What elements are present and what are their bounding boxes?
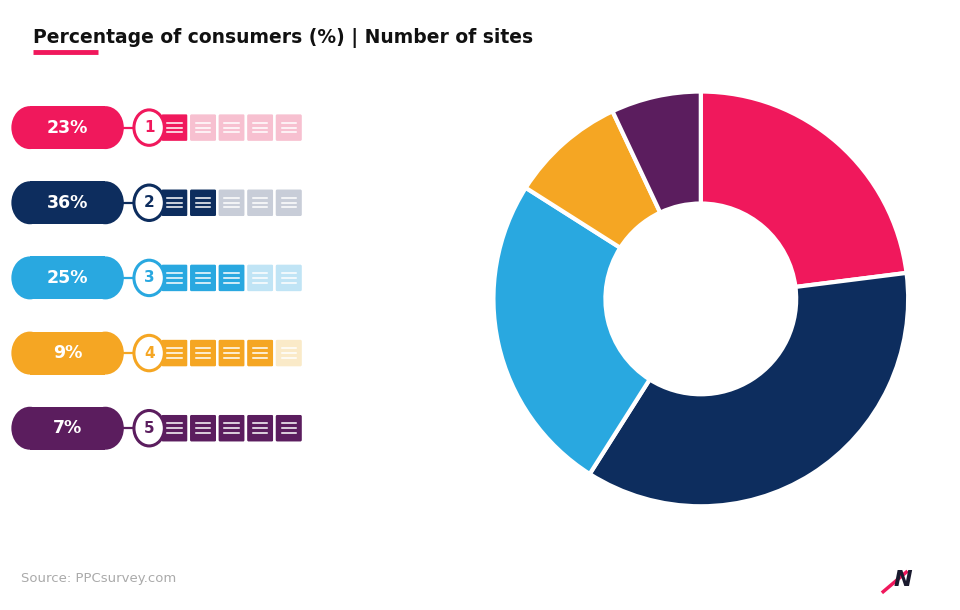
Text: 5: 5: [144, 421, 155, 436]
FancyBboxPatch shape: [189, 113, 217, 142]
Text: 4: 4: [144, 346, 155, 361]
Bar: [30, 106, 106, 149]
Circle shape: [134, 185, 164, 220]
Ellipse shape: [87, 256, 124, 300]
FancyBboxPatch shape: [275, 264, 303, 292]
Ellipse shape: [87, 407, 124, 450]
Ellipse shape: [87, 181, 124, 224]
Ellipse shape: [87, 332, 124, 375]
Circle shape: [134, 110, 164, 145]
Wedge shape: [589, 273, 908, 506]
Ellipse shape: [87, 106, 124, 149]
FancyBboxPatch shape: [189, 264, 217, 292]
Text: Percentage of consumers (%) | Number of sites: Percentage of consumers (%) | Number of …: [33, 28, 533, 48]
Wedge shape: [701, 92, 906, 287]
FancyBboxPatch shape: [189, 414, 217, 443]
Ellipse shape: [12, 106, 48, 149]
FancyBboxPatch shape: [160, 264, 189, 292]
Bar: [30, 332, 106, 375]
FancyBboxPatch shape: [189, 339, 217, 368]
Circle shape: [134, 336, 164, 371]
Ellipse shape: [12, 332, 48, 375]
FancyBboxPatch shape: [246, 414, 275, 443]
Circle shape: [134, 411, 164, 446]
FancyBboxPatch shape: [217, 414, 246, 443]
FancyBboxPatch shape: [217, 188, 246, 217]
Text: 36%: 36%: [47, 194, 88, 212]
Bar: [30, 256, 106, 300]
Bar: [30, 407, 106, 450]
Ellipse shape: [12, 256, 48, 300]
FancyBboxPatch shape: [246, 113, 275, 142]
Text: N: N: [893, 570, 912, 589]
Text: 3: 3: [144, 270, 155, 285]
FancyBboxPatch shape: [217, 339, 246, 368]
FancyBboxPatch shape: [217, 113, 246, 142]
Bar: [30, 181, 106, 224]
Circle shape: [134, 260, 164, 296]
FancyBboxPatch shape: [246, 264, 275, 292]
Text: 7%: 7%: [53, 419, 83, 437]
FancyBboxPatch shape: [275, 188, 303, 217]
Wedge shape: [493, 188, 650, 474]
FancyBboxPatch shape: [246, 188, 275, 217]
Text: 23%: 23%: [47, 118, 88, 137]
FancyBboxPatch shape: [189, 188, 217, 217]
FancyBboxPatch shape: [246, 339, 275, 368]
FancyBboxPatch shape: [275, 339, 303, 368]
FancyBboxPatch shape: [217, 264, 246, 292]
FancyBboxPatch shape: [160, 113, 189, 142]
FancyBboxPatch shape: [275, 113, 303, 142]
FancyBboxPatch shape: [160, 339, 189, 368]
Text: Source: PPCsurvey.com: Source: PPCsurvey.com: [21, 572, 177, 585]
Text: 25%: 25%: [47, 269, 88, 287]
Text: 2: 2: [144, 195, 155, 210]
Text: 9%: 9%: [53, 344, 83, 362]
Wedge shape: [526, 111, 660, 248]
FancyBboxPatch shape: [275, 414, 303, 443]
Ellipse shape: [12, 407, 48, 450]
Ellipse shape: [12, 181, 48, 224]
Text: 1: 1: [144, 120, 155, 135]
FancyBboxPatch shape: [160, 188, 189, 217]
Wedge shape: [612, 92, 701, 213]
FancyBboxPatch shape: [160, 414, 189, 443]
